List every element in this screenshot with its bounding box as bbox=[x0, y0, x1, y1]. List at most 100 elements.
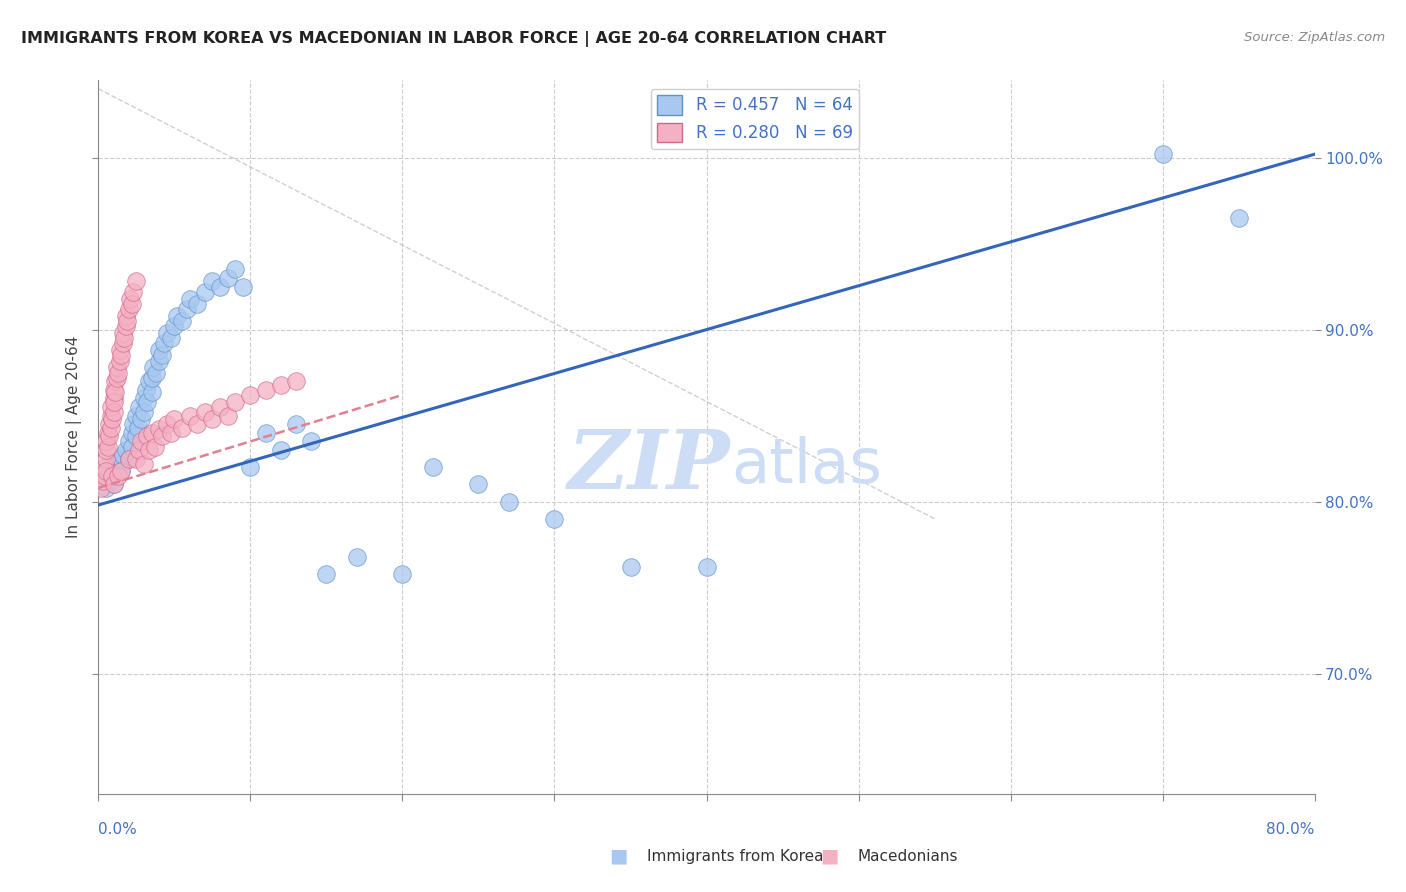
Point bbox=[224, 262, 246, 277]
Text: atlas: atlas bbox=[731, 435, 882, 496]
Point bbox=[110, 348, 132, 362]
Point bbox=[103, 392, 125, 406]
Point bbox=[107, 457, 129, 471]
Point bbox=[186, 417, 208, 432]
Point bbox=[160, 331, 183, 345]
Point bbox=[136, 429, 159, 443]
Point bbox=[108, 343, 131, 358]
Point bbox=[136, 394, 159, 409]
Point bbox=[179, 292, 201, 306]
Point bbox=[125, 429, 148, 443]
Point bbox=[96, 425, 118, 440]
Point bbox=[101, 412, 124, 426]
Point bbox=[118, 301, 141, 316]
Point bbox=[467, 477, 489, 491]
Point bbox=[498, 494, 520, 508]
Point bbox=[120, 292, 142, 306]
Point bbox=[194, 405, 217, 419]
Point bbox=[98, 417, 121, 432]
Point bbox=[125, 409, 148, 423]
Point bbox=[201, 412, 224, 426]
Point bbox=[103, 394, 125, 409]
Point bbox=[163, 319, 186, 334]
Point bbox=[166, 309, 188, 323]
Point bbox=[346, 549, 368, 564]
Point bbox=[121, 440, 143, 454]
Point bbox=[104, 374, 127, 388]
Text: Source: ZipAtlas.com: Source: ZipAtlas.com bbox=[1244, 31, 1385, 45]
Point bbox=[156, 417, 179, 432]
Point bbox=[101, 468, 124, 483]
Y-axis label: In Labor Force | Age 20-64: In Labor Force | Age 20-64 bbox=[66, 336, 82, 538]
Point bbox=[122, 285, 145, 299]
Point bbox=[104, 384, 127, 399]
Point bbox=[121, 425, 143, 440]
Point bbox=[129, 434, 152, 449]
Point bbox=[194, 285, 217, 299]
Point bbox=[107, 468, 129, 483]
Text: ■: ■ bbox=[609, 847, 628, 866]
Point bbox=[179, 409, 201, 423]
Point bbox=[110, 464, 132, 478]
Point bbox=[110, 464, 132, 478]
Point bbox=[128, 442, 150, 457]
Point bbox=[148, 343, 170, 358]
Point bbox=[103, 405, 125, 419]
Point bbox=[103, 477, 125, 491]
Point bbox=[96, 440, 118, 454]
Text: Immigrants from Korea: Immigrants from Korea bbox=[647, 849, 824, 863]
Point bbox=[160, 425, 183, 440]
Point bbox=[100, 409, 122, 423]
Text: IMMIGRANTS FROM KOREA VS MACEDONIAN IN LABOR FORCE | AGE 20-64 CORRELATION CHART: IMMIGRANTS FROM KOREA VS MACEDONIAN IN L… bbox=[21, 31, 886, 47]
Text: 80.0%: 80.0% bbox=[1267, 822, 1315, 837]
Point bbox=[111, 448, 134, 462]
Point bbox=[110, 451, 132, 466]
Point bbox=[217, 271, 239, 285]
Point bbox=[100, 420, 122, 434]
Point bbox=[114, 442, 136, 457]
Point bbox=[132, 392, 155, 406]
Point bbox=[152, 336, 174, 351]
Point bbox=[1152, 147, 1174, 161]
Point bbox=[209, 400, 232, 414]
Point bbox=[150, 348, 173, 362]
Point bbox=[132, 457, 155, 471]
Point bbox=[114, 319, 136, 334]
Point bbox=[107, 366, 129, 380]
Point bbox=[422, 460, 444, 475]
Point bbox=[696, 560, 718, 574]
Point bbox=[299, 434, 322, 449]
Point bbox=[141, 370, 163, 384]
Point bbox=[254, 383, 277, 397]
Point bbox=[135, 383, 157, 397]
Legend: R = 0.457   N = 64, R = 0.280   N = 69: R = 0.457 N = 64, R = 0.280 N = 69 bbox=[651, 88, 859, 149]
Point bbox=[170, 420, 193, 434]
Point bbox=[98, 429, 121, 443]
Point bbox=[170, 314, 193, 328]
Point bbox=[105, 464, 128, 478]
Point bbox=[150, 429, 173, 443]
Point bbox=[163, 412, 186, 426]
Point bbox=[186, 297, 208, 311]
Point bbox=[232, 279, 254, 293]
Point bbox=[100, 400, 122, 414]
Point bbox=[285, 374, 308, 388]
Point bbox=[125, 451, 148, 466]
Point bbox=[118, 451, 141, 466]
Point bbox=[148, 422, 170, 436]
Point bbox=[285, 417, 308, 432]
Point bbox=[114, 309, 136, 323]
Text: ZIP: ZIP bbox=[568, 425, 731, 506]
Point bbox=[103, 460, 125, 475]
Point bbox=[619, 560, 641, 574]
Point bbox=[100, 474, 122, 488]
Point bbox=[94, 481, 117, 495]
Point bbox=[217, 409, 239, 423]
Text: 0.0%: 0.0% bbox=[98, 822, 138, 837]
Point bbox=[127, 420, 149, 434]
Point bbox=[94, 464, 117, 478]
Point bbox=[254, 425, 277, 440]
Point bbox=[111, 326, 134, 340]
Point bbox=[118, 434, 141, 449]
Point bbox=[117, 314, 139, 328]
